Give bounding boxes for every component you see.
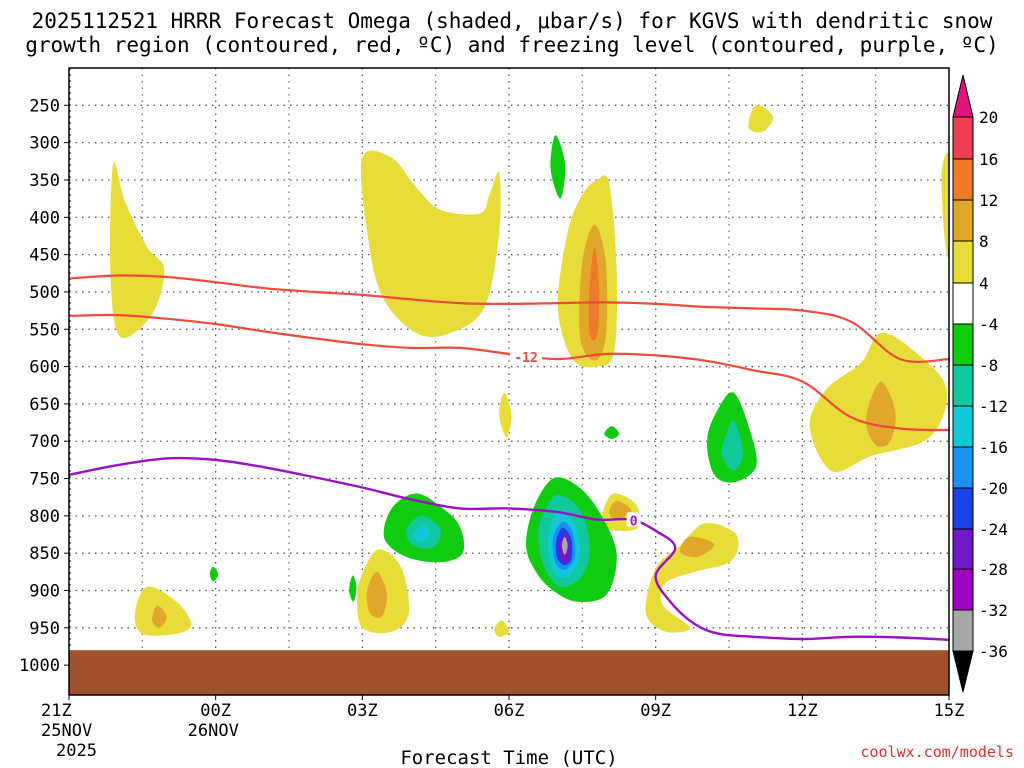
contour-labels: -12 0 xyxy=(510,347,641,529)
omega-region--8-24 xyxy=(721,419,743,472)
colorbar-band-5 xyxy=(952,323,974,366)
colorbar-band-12 xyxy=(952,609,974,652)
colorbar-label-4: 4 xyxy=(979,274,989,293)
dgz-contour-1 xyxy=(69,313,949,432)
y-tick-label-750: 750 xyxy=(29,470,60,490)
y-tick-label-350: 350 xyxy=(29,171,60,191)
x-tick-year: 2025 xyxy=(56,741,97,761)
colorbar-label-12: -32 xyxy=(979,601,1008,620)
y-tick-label-800: 800 xyxy=(29,507,60,527)
colorbar-label-2: 12 xyxy=(979,191,998,210)
freezing-level-contour xyxy=(69,456,949,641)
temperature-contours xyxy=(69,274,949,641)
colorbar-label-7: -12 xyxy=(979,397,1008,416)
omega-region-8-10 xyxy=(609,500,632,520)
omega-region--4-19 xyxy=(550,135,566,199)
colorbar-band-7 xyxy=(952,405,974,448)
colorbar-band-9 xyxy=(952,487,974,530)
omega-region-8-8 xyxy=(865,381,896,447)
omega-region--4-33 xyxy=(349,575,357,602)
x-tick-label-03Z: 03Z xyxy=(347,701,378,721)
omega-region-4-11 xyxy=(645,523,739,633)
colorbar-band-6 xyxy=(952,364,974,407)
colorbar-label-13: -36 xyxy=(979,642,1008,661)
colorbar-band-0 xyxy=(952,116,974,160)
y-tick-label-450: 450 xyxy=(29,246,60,266)
colorbar-label-10: -24 xyxy=(979,520,1008,539)
colorbar-bottom-arrow xyxy=(952,650,974,693)
omega-region-4-18 xyxy=(494,620,510,637)
credit-text[interactable]: coolwx.com/models xyxy=(860,743,1014,761)
colorbar-band-4 xyxy=(952,282,974,325)
colorbar-label-6: -8 xyxy=(979,356,998,375)
colorbar-label-3: 8 xyxy=(979,232,989,251)
colorbar-band-3 xyxy=(952,240,974,284)
omega-region--32-31 xyxy=(561,536,568,555)
dgz-label-bg xyxy=(510,347,543,364)
x-tick-label-09Z: 09Z xyxy=(640,701,671,721)
x-tick-label-12Z: 12Z xyxy=(787,701,818,721)
omega-region-4-6 xyxy=(941,152,949,259)
omega-region--12-22 xyxy=(413,524,431,543)
colorbar-label-0: 20 xyxy=(979,108,998,127)
colorbar-label-11: -28 xyxy=(979,560,1008,579)
omega-region-4-0 xyxy=(110,162,165,338)
freezing-level-label: 0 xyxy=(630,514,638,529)
omega-region-12-4 xyxy=(588,247,600,341)
y-tick-label-500: 500 xyxy=(29,283,60,303)
x-tick-date-21Z: 25NOV xyxy=(41,721,92,741)
omega-region--4-34 xyxy=(604,426,619,439)
omega-region--4-32 xyxy=(209,566,219,582)
colorbar-band-2 xyxy=(952,199,974,242)
colorbar-band-11 xyxy=(952,568,974,611)
omega-region-4-5 xyxy=(748,105,774,133)
x-axis-label: Forecast Time (UTC) xyxy=(400,747,617,768)
y-tick-label-700: 700 xyxy=(29,432,60,452)
y-axis-ticks: 250 300 350 400 450 500 550 600 650 700 750 800 850 9… xyxy=(19,96,69,676)
y-tick-label-850: 850 xyxy=(29,544,60,564)
x-tick-label-00Z: 00Z xyxy=(200,701,231,721)
colorbar: 20 16 12 8 4 -4 -8 -12 -16 -20 -24 -28 -32 -36 xyxy=(952,74,1008,693)
omega-region-8-14 xyxy=(366,571,387,618)
y-tick-label-650: 650 xyxy=(29,395,60,415)
y-tick-label-550: 550 xyxy=(29,320,60,340)
x-tick-label-06Z: 06Z xyxy=(494,701,525,721)
y-tick-label-1000: 1000 xyxy=(19,656,60,676)
x-tick-date-00Z: 26NOV xyxy=(188,721,239,741)
y-tick-label-900: 900 xyxy=(29,582,60,602)
omega-shading xyxy=(110,105,949,637)
y-tick-label-300: 300 xyxy=(29,134,60,154)
omega-region-4-17 xyxy=(499,392,512,438)
y-tick-label-400: 400 xyxy=(29,208,60,228)
colorbar-label-9: -20 xyxy=(979,479,1008,498)
y-tick-label-600: 600 xyxy=(29,358,60,378)
freezing-label-bg xyxy=(626,512,641,527)
y-tick-label-950: 950 xyxy=(29,619,60,639)
colorbar-top-arrow xyxy=(952,74,974,118)
colorbar-band-1 xyxy=(952,158,974,201)
colorbar-label-1: 16 xyxy=(979,150,998,169)
chart-title-line1: 2025112521 HRRR Forecast Omega (shaded, … xyxy=(32,9,993,33)
colorbar-label-5: -4 xyxy=(979,315,998,334)
dgz-contour-0 xyxy=(69,274,949,363)
y-tick-label-250: 250 xyxy=(29,96,60,116)
omega-region-8-12 xyxy=(679,536,715,558)
colorbar-band-10 xyxy=(952,528,974,570)
omega-region-8-16 xyxy=(152,605,167,628)
chart-title-line2: growth region (contoured, red, ºC) and f… xyxy=(25,33,999,57)
colorbar-band-8 xyxy=(952,446,974,489)
x-tick-label-21Z: 21Z xyxy=(41,701,72,721)
omega-region-4-1 xyxy=(360,150,501,337)
x-tick-label-15Z: 15Z xyxy=(934,701,965,721)
dgz-contour-label: -12 xyxy=(514,351,537,366)
colorbar-label-8: -16 xyxy=(979,438,1008,457)
surface-ground-layer xyxy=(69,650,949,695)
